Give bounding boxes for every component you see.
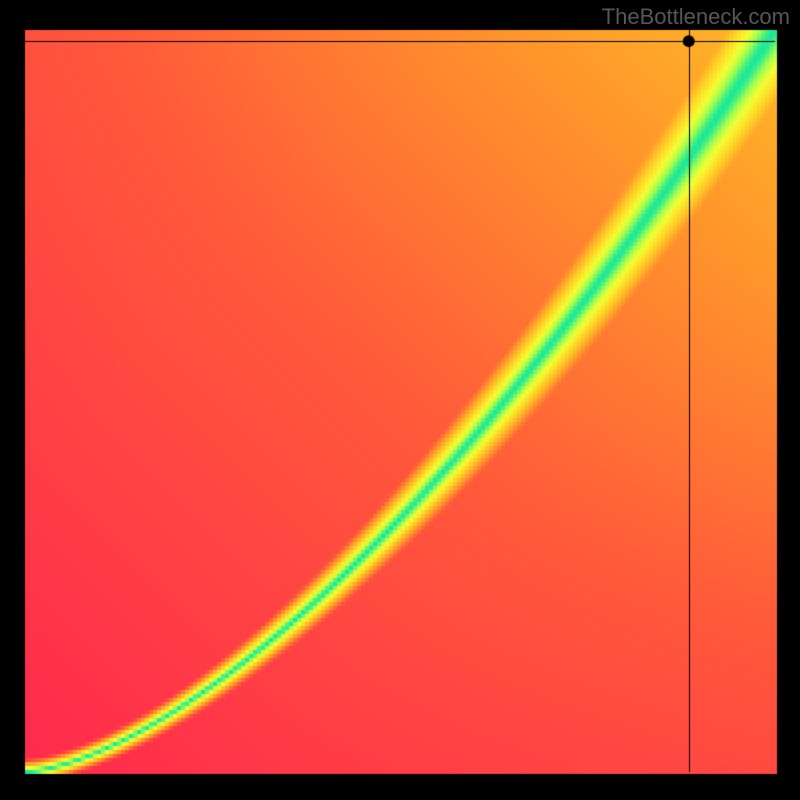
chart-container: TheBottleneck.com bbox=[0, 0, 800, 800]
watermark-text: TheBottleneck.com bbox=[602, 4, 790, 30]
bottleneck-heatmap bbox=[0, 0, 800, 800]
